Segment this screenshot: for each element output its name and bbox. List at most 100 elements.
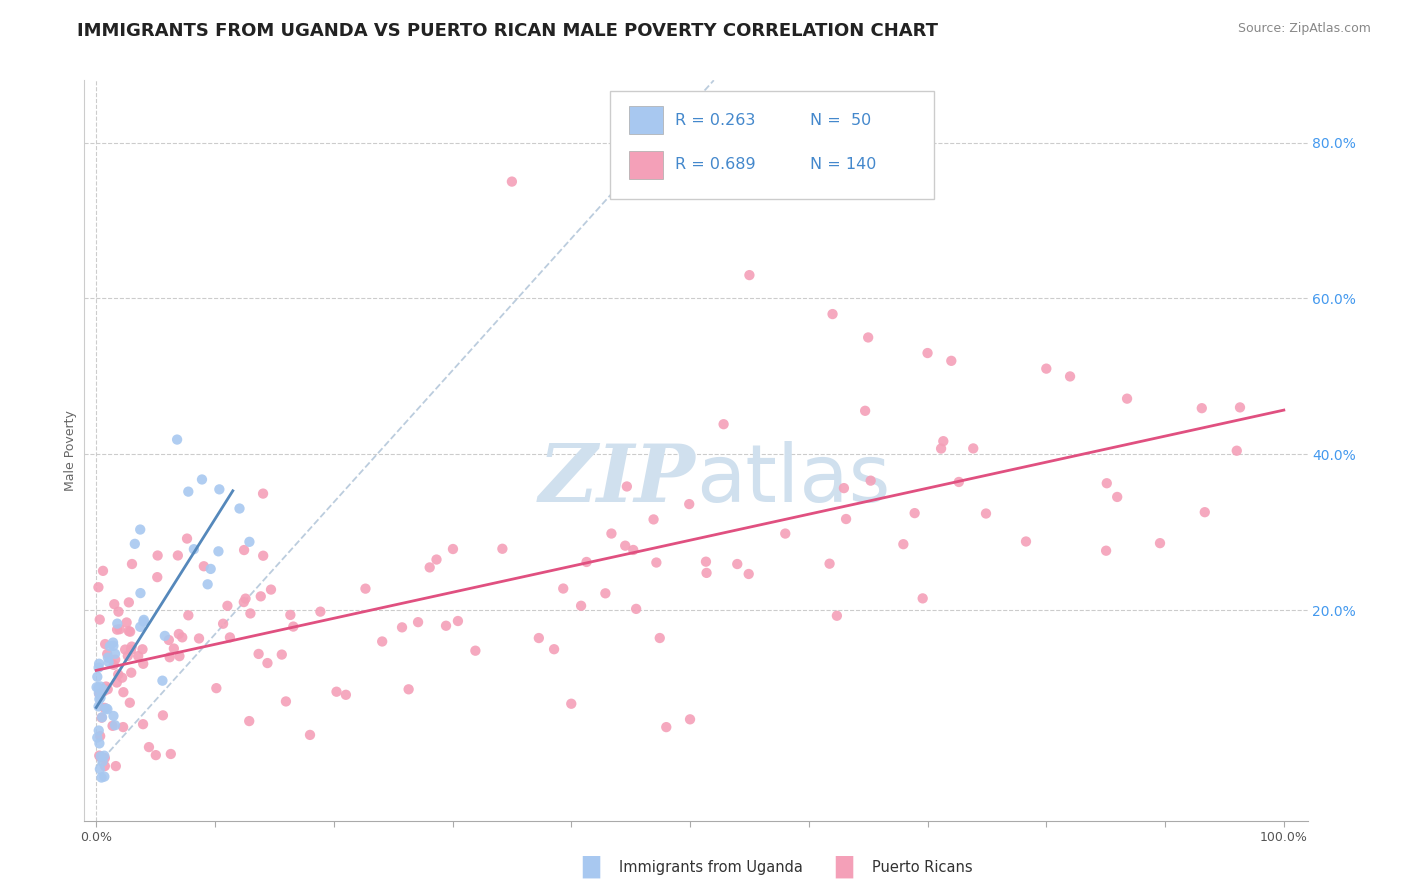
Point — [120, 665, 142, 680]
Bar — [628, 151, 664, 178]
Text: Immigrants from Uganda: Immigrants from Uganda — [619, 860, 803, 874]
Point — [1035, 361, 1057, 376]
Point — [89, 736, 111, 750]
Text: R = 0.689: R = 0.689 — [675, 157, 756, 172]
Point — [232, 595, 254, 609]
Bar — [628, 106, 664, 135]
Point — [101, 719, 124, 733]
Point — [129, 586, 152, 600]
Point — [89, 729, 111, 743]
Point — [856, 330, 879, 344]
Point — [948, 475, 970, 489]
Point — [974, 507, 997, 521]
Point — [217, 599, 239, 613]
Point — [103, 597, 125, 611]
Text: atlas: atlas — [696, 441, 890, 519]
Point — [298, 728, 321, 742]
Point — [91, 564, 114, 578]
Text: Puerto Ricans: Puerto Ricans — [872, 860, 973, 874]
Point — [91, 755, 114, 769]
Point — [818, 557, 841, 571]
Point — [115, 615, 138, 630]
Point — [1149, 536, 1171, 550]
Point — [419, 560, 441, 574]
Point — [146, 549, 169, 563]
Point — [167, 627, 190, 641]
Point — [89, 613, 111, 627]
Text: N =  50: N = 50 — [810, 112, 870, 128]
Point — [89, 680, 111, 694]
Point — [117, 648, 139, 663]
Point — [648, 631, 671, 645]
Point — [86, 670, 108, 684]
Point — [200, 562, 222, 576]
Point — [177, 608, 200, 623]
Point — [325, 684, 347, 698]
Point — [124, 537, 146, 551]
Point — [118, 624, 141, 639]
Point — [256, 656, 278, 670]
Point — [825, 608, 848, 623]
Point — [853, 404, 876, 418]
Point — [219, 631, 242, 645]
Point — [238, 714, 260, 728]
Point — [97, 655, 120, 669]
Point — [89, 692, 111, 706]
Point — [725, 557, 748, 571]
Point — [371, 634, 394, 648]
Point — [93, 701, 115, 715]
Point — [491, 541, 513, 556]
Point — [104, 652, 127, 666]
Text: █: █ — [582, 855, 599, 879]
Point — [105, 616, 128, 631]
Point — [103, 639, 125, 653]
Point — [93, 770, 115, 784]
Point — [228, 501, 250, 516]
Point — [104, 647, 127, 661]
Point — [87, 681, 110, 695]
Point — [835, 512, 858, 526]
Point — [96, 701, 118, 715]
Point — [233, 543, 256, 558]
Point — [247, 647, 270, 661]
Point — [1116, 392, 1139, 406]
Point — [191, 473, 214, 487]
Point — [132, 657, 155, 671]
Point — [695, 555, 717, 569]
Point — [280, 607, 302, 622]
Point — [252, 486, 274, 500]
Point — [118, 696, 141, 710]
Point — [159, 650, 181, 665]
Point — [354, 582, 377, 596]
Point — [274, 694, 297, 708]
Point — [114, 642, 136, 657]
Point — [1059, 369, 1081, 384]
Point — [166, 549, 188, 563]
Point — [112, 720, 135, 734]
Point — [696, 566, 718, 580]
Point — [501, 175, 523, 189]
Point — [89, 687, 111, 701]
Point — [1107, 490, 1129, 504]
Point — [86, 731, 108, 745]
Point — [90, 711, 112, 725]
Point — [183, 542, 205, 557]
Point — [655, 720, 678, 734]
Point — [112, 685, 135, 699]
Point — [120, 642, 142, 657]
Point — [962, 442, 984, 456]
Point — [107, 605, 129, 619]
Point — [97, 650, 120, 665]
Point — [87, 657, 110, 671]
Point — [270, 648, 292, 662]
Point — [169, 649, 191, 664]
Point — [90, 771, 112, 785]
Point — [89, 762, 111, 776]
Point — [87, 660, 110, 674]
Point — [859, 474, 882, 488]
Point — [132, 613, 155, 627]
Point — [1194, 505, 1216, 519]
Point — [89, 750, 111, 764]
Point — [335, 688, 357, 702]
Point — [152, 673, 174, 688]
